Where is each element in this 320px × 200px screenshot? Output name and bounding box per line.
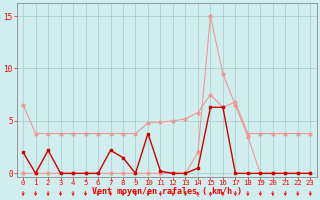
X-axis label: Vent moyen/en rafales ( km/h ): Vent moyen/en rafales ( km/h )	[92, 187, 242, 196]
